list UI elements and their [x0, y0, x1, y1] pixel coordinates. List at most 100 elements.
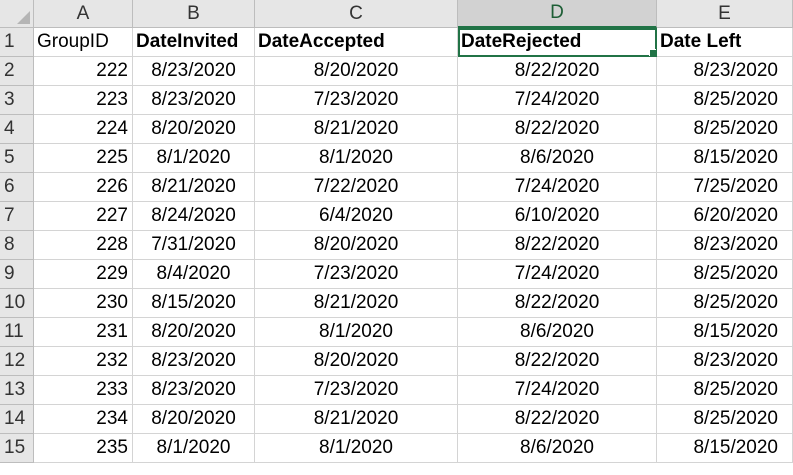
row-header-7[interactable]: 7 [0, 202, 34, 231]
header-cell-b1[interactable]: DateInvited [133, 28, 255, 57]
cell-a10[interactable]: 230 [34, 289, 133, 318]
cell-b4[interactable]: 8/20/2020 [133, 115, 255, 144]
header-cell-c1[interactable]: DateAccepted [255, 28, 458, 57]
column-header-d[interactable]: D [458, 0, 657, 28]
cell-c2[interactable]: 8/20/2020 [255, 57, 458, 86]
cell-e8[interactable]: 8/23/2020 [657, 231, 793, 260]
cell-c4[interactable]: 8/21/2020 [255, 115, 458, 144]
row-header-12[interactable]: 12 [0, 347, 34, 376]
cell-b7[interactable]: 8/24/2020 [133, 202, 255, 231]
row-header-4[interactable]: 4 [0, 115, 34, 144]
fill-handle[interactable] [649, 49, 656, 56]
cell-b8[interactable]: 7/31/2020 [133, 231, 255, 260]
cell-e14[interactable]: 8/25/2020 [657, 405, 793, 434]
cell-a9[interactable]: 229 [34, 260, 133, 289]
header-cell-text: DateAccepted [258, 31, 385, 52]
row-header-13[interactable]: 13 [0, 376, 34, 405]
cell-c3[interactable]: 7/23/2020 [255, 86, 458, 115]
cell-d2[interactable]: 8/22/2020 [458, 57, 657, 86]
cell-b13[interactable]: 8/23/2020 [133, 376, 255, 405]
cell-d10[interactable]: 8/22/2020 [458, 289, 657, 318]
cell-d8[interactable]: 8/22/2020 [458, 231, 657, 260]
cell-a12[interactable]: 232 [34, 347, 133, 376]
column-header-b[interactable]: B [133, 0, 255, 28]
cell-b10[interactable]: 8/15/2020 [133, 289, 255, 318]
cell-c13[interactable]: 7/23/2020 [255, 376, 458, 405]
cell-c5[interactable]: 8/1/2020 [255, 144, 458, 173]
select-all-corner[interactable] [0, 0, 34, 28]
cell-c7[interactable]: 6/4/2020 [255, 202, 458, 231]
cell-d3[interactable]: 7/24/2020 [458, 86, 657, 115]
cell-e12[interactable]: 8/23/2020 [657, 347, 793, 376]
row-header-15[interactable]: 15 [0, 434, 34, 463]
cell-c12[interactable]: 8/20/2020 [255, 347, 458, 376]
cell-c14[interactable]: 8/21/2020 [255, 405, 458, 434]
cell-e7[interactable]: 6/20/2020 [657, 202, 793, 231]
cell-b5[interactable]: 8/1/2020 [133, 144, 255, 173]
row-header-1[interactable]: 1 [0, 28, 34, 57]
cell-e3[interactable]: 8/25/2020 [657, 86, 793, 115]
cell-d9[interactable]: 7/24/2020 [458, 260, 657, 289]
cell-a2[interactable]: 222 [34, 57, 133, 86]
cell-c11[interactable]: 8/1/2020 [255, 318, 458, 347]
header-cell-d1[interactable]: DateRejected [458, 28, 657, 57]
header-cell-text: Date Left [660, 31, 742, 52]
cell-e4[interactable]: 8/25/2020 [657, 115, 793, 144]
row-header-3[interactable]: 3 [0, 86, 34, 115]
cell-e15[interactable]: 8/15/2020 [657, 434, 793, 463]
cell-a13[interactable]: 233 [34, 376, 133, 405]
cell-e13[interactable]: 8/25/2020 [657, 376, 793, 405]
cell-a8[interactable]: 228 [34, 231, 133, 260]
row-header-5[interactable]: 5 [0, 144, 34, 173]
cell-d6[interactable]: 7/24/2020 [458, 173, 657, 202]
cell-d7[interactable]: 6/10/2020 [458, 202, 657, 231]
cell-c15[interactable]: 8/1/2020 [255, 434, 458, 463]
cell-b2[interactable]: 8/23/2020 [133, 57, 255, 86]
cell-e11[interactable]: 8/15/2020 [657, 318, 793, 347]
cell-b15[interactable]: 8/1/2020 [133, 434, 255, 463]
column-header-a[interactable]: A [34, 0, 133, 28]
cell-b6[interactable]: 8/21/2020 [133, 173, 255, 202]
cell-e9[interactable]: 8/25/2020 [657, 260, 793, 289]
cell-a14[interactable]: 234 [34, 405, 133, 434]
cell-b11[interactable]: 8/20/2020 [133, 318, 255, 347]
cell-b14[interactable]: 8/20/2020 [133, 405, 255, 434]
cell-a5[interactable]: 225 [34, 144, 133, 173]
cell-e6[interactable]: 7/25/2020 [657, 173, 793, 202]
cell-c10[interactable]: 8/21/2020 [255, 289, 458, 318]
cell-a6[interactable]: 226 [34, 173, 133, 202]
column-header-e[interactable]: E [657, 0, 793, 28]
row-header-9[interactable]: 9 [0, 260, 34, 289]
cell-c6[interactable]: 7/22/2020 [255, 173, 458, 202]
header-cell-e1[interactable]: Date Left [657, 28, 793, 57]
column-header-c[interactable]: C [255, 0, 458, 28]
row-header-11[interactable]: 11 [0, 318, 34, 347]
cell-b9[interactable]: 8/4/2020 [133, 260, 255, 289]
cell-a15[interactable]: 235 [34, 434, 133, 463]
cell-c9[interactable]: 7/23/2020 [255, 260, 458, 289]
header-cell-text: DateRejected [461, 31, 582, 52]
cell-c8[interactable]: 8/20/2020 [255, 231, 458, 260]
cell-a11[interactable]: 231 [34, 318, 133, 347]
header-cell-a1[interactable]: GroupID [34, 28, 133, 57]
row-header-8[interactable]: 8 [0, 231, 34, 260]
cell-d4[interactable]: 8/22/2020 [458, 115, 657, 144]
row-header-10[interactable]: 10 [0, 289, 34, 318]
cell-b3[interactable]: 8/23/2020 [133, 86, 255, 115]
cell-b12[interactable]: 8/23/2020 [133, 347, 255, 376]
cell-d14[interactable]: 8/22/2020 [458, 405, 657, 434]
row-header-14[interactable]: 14 [0, 405, 34, 434]
row-header-6[interactable]: 6 [0, 173, 34, 202]
row-header-2[interactable]: 2 [0, 57, 34, 86]
cell-d11[interactable]: 8/6/2020 [458, 318, 657, 347]
cell-e10[interactable]: 8/25/2020 [657, 289, 793, 318]
cell-a4[interactable]: 224 [34, 115, 133, 144]
cell-d5[interactable]: 8/6/2020 [458, 144, 657, 173]
cell-d13[interactable]: 7/24/2020 [458, 376, 657, 405]
cell-e5[interactable]: 8/15/2020 [657, 144, 793, 173]
cell-a3[interactable]: 223 [34, 86, 133, 115]
cell-a7[interactable]: 227 [34, 202, 133, 231]
cell-d15[interactable]: 8/6/2020 [458, 434, 657, 463]
cell-e2[interactable]: 8/23/2020 [657, 57, 793, 86]
cell-d12[interactable]: 8/22/2020 [458, 347, 657, 376]
